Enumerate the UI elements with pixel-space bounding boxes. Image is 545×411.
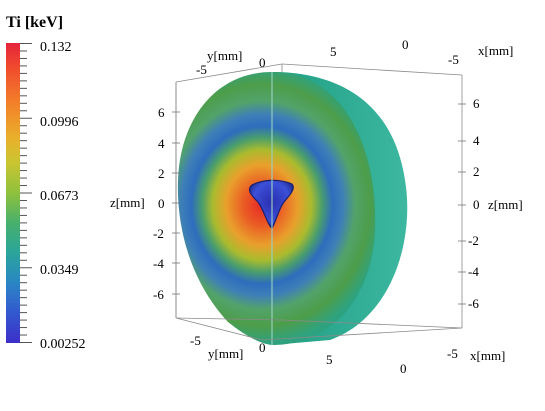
tick-z-right-6: 6 bbox=[473, 96, 480, 111]
tick-z-right-m4: -4 bbox=[468, 264, 479, 279]
colorbar bbox=[6, 43, 20, 343]
tick-y-bottom-1: -5 bbox=[190, 333, 201, 348]
tick-z-right-m2: -2 bbox=[468, 233, 479, 248]
axis-label-x-bottom: x[mm] bbox=[470, 348, 506, 363]
tick-y-top-3: 5 bbox=[330, 44, 337, 59]
tick-z-right-4: 4 bbox=[473, 133, 480, 148]
bounding-box-front bbox=[175, 82, 463, 341]
tick-z-left-m2: -2 bbox=[153, 226, 164, 241]
legend-tick-4: 0.0349 bbox=[40, 263, 79, 278]
tick-z-left-m6: -6 bbox=[153, 287, 164, 302]
legend-tick-min: 0.00252 bbox=[40, 337, 86, 352]
axis-label-y-top: y[mm] bbox=[207, 48, 243, 63]
axis-label-x-top: x[mm] bbox=[478, 43, 514, 58]
tick-z-left-6: 6 bbox=[158, 105, 165, 120]
tick-x-top-2: -5 bbox=[448, 52, 459, 67]
tick-z-left-4: 4 bbox=[158, 136, 165, 151]
tick-z-right-0: 0 bbox=[473, 197, 480, 212]
tick-y-top-2: 0 bbox=[259, 55, 266, 70]
tick-y-top-1: -5 bbox=[196, 62, 207, 77]
tick-z-right-m6: -6 bbox=[468, 296, 479, 311]
legend-title: Ti [keV] bbox=[6, 14, 64, 31]
legend-tick-3: 0.0673 bbox=[40, 189, 79, 204]
tick-x-bottom-2: 0 bbox=[400, 361, 407, 376]
tick-z-left-0: 0 bbox=[158, 196, 165, 211]
legend-tick-2: 0.0996 bbox=[40, 115, 79, 130]
axis-label-z-right: z[mm] bbox=[488, 197, 523, 212]
tick-z-left-2: 2 bbox=[158, 166, 165, 181]
tick-x-bottom-1: -5 bbox=[447, 346, 458, 361]
tick-x-top-1: 0 bbox=[402, 37, 409, 52]
tick-y-bottom-3: 5 bbox=[326, 352, 333, 367]
axis-label-y-bottom: y[mm] bbox=[208, 346, 244, 361]
tick-y-bottom-2: 0 bbox=[259, 340, 266, 355]
tick-z-left-m4: -4 bbox=[153, 256, 164, 271]
tick-z-right-2: 2 bbox=[473, 164, 480, 179]
axis-label-z-left: z[mm] bbox=[110, 195, 145, 210]
legend-tick-max: 0.132 bbox=[40, 40, 72, 55]
colorbar-ticks bbox=[20, 43, 32, 343]
